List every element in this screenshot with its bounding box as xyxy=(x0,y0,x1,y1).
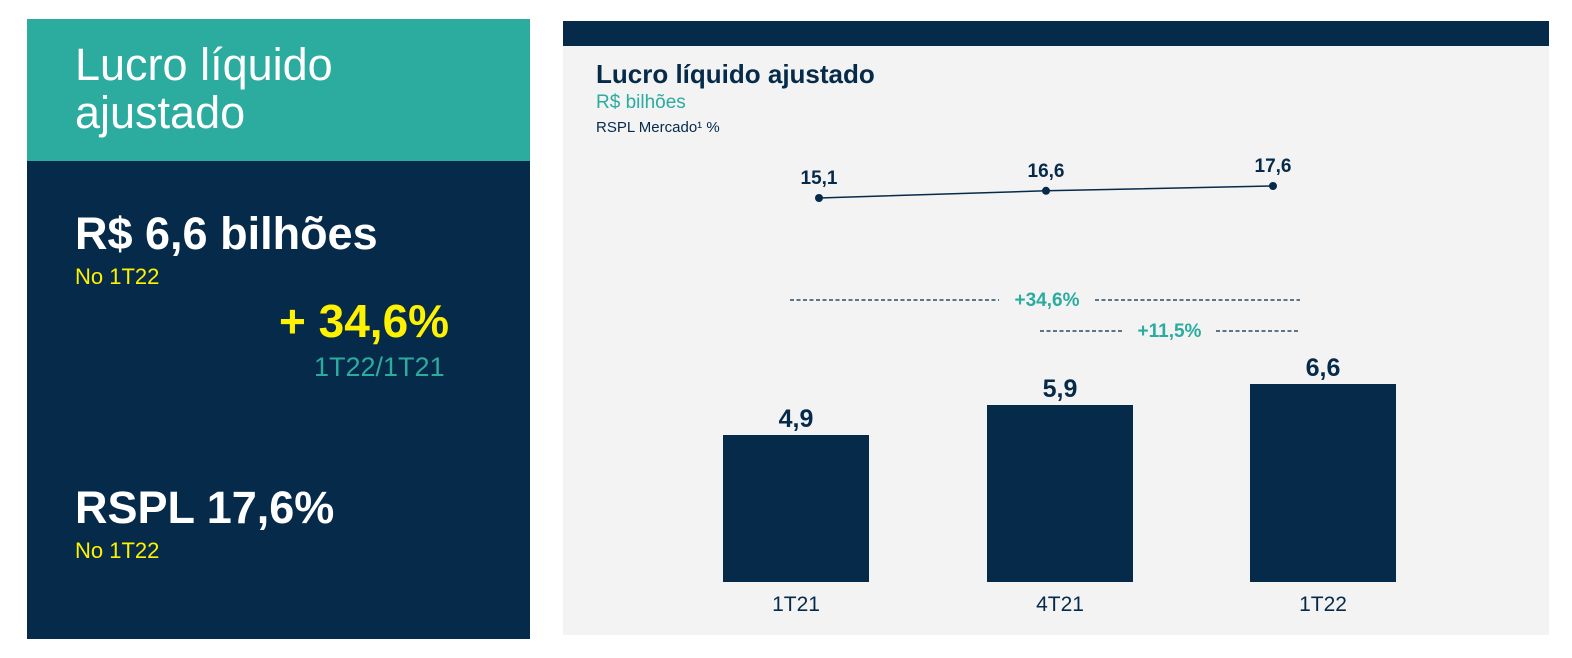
chart-plot: 4,9 1T21 5,9 4T21 6,6 1T22 15,1 16,6 17,6 +34,6% +… xyxy=(723,156,1396,616)
roe-period: No 1T22 xyxy=(75,538,160,563)
category-label-1T21: 1T21 xyxy=(772,593,820,616)
category-label-4T21: 4T21 xyxy=(1036,593,1084,616)
chart-unit: R$ bilhões xyxy=(596,92,686,113)
category-label-1T22: 1T22 xyxy=(1299,593,1347,616)
rspl-value-label-1T21: 15,1 xyxy=(801,168,838,189)
bar-value-label-4T21: 5,9 xyxy=(1043,375,1078,403)
growth-value: + 34,6% xyxy=(279,295,450,347)
bar-value-label-1T22: 6,6 xyxy=(1306,354,1341,382)
bar-value-label-1T21: 4,9 xyxy=(779,405,814,433)
left-summary-panel: Lucro líquido ajustado R$ 6,6 bilhões No… xyxy=(27,19,530,639)
roe-value: RSPL 17,6% xyxy=(75,482,335,533)
growth-annotation-1: +34,6% xyxy=(1015,290,1080,311)
rspl-point-1T22 xyxy=(1269,182,1277,190)
rspl-value-label-1T22: 17,6 xyxy=(1255,156,1292,177)
bar-4T21 xyxy=(987,405,1133,582)
chart-top-bar xyxy=(563,21,1549,46)
left-title: Lucro líquido ajustado xyxy=(75,39,333,138)
left-header: Lucro líquido ajustado xyxy=(27,19,530,161)
bar-1T21 xyxy=(723,435,869,582)
rspl-point-4T21 xyxy=(1042,186,1050,195)
rspl-point-1T21 xyxy=(815,194,823,202)
profit-period: No 1T22 xyxy=(75,264,160,289)
growth-period: 1T22/1T21 xyxy=(314,352,445,382)
chart-title: Lucro líquido ajustado xyxy=(596,59,875,89)
rspl-value-label-4T21: 16,6 xyxy=(1028,161,1065,182)
growth-annotation-2: +11,5% xyxy=(1138,321,1202,342)
bar-1T22 xyxy=(1250,384,1396,582)
profit-value: R$ 6,6 bilhões xyxy=(75,208,378,259)
chart-subtitle: RSPL Mercado¹ % xyxy=(596,119,720,136)
